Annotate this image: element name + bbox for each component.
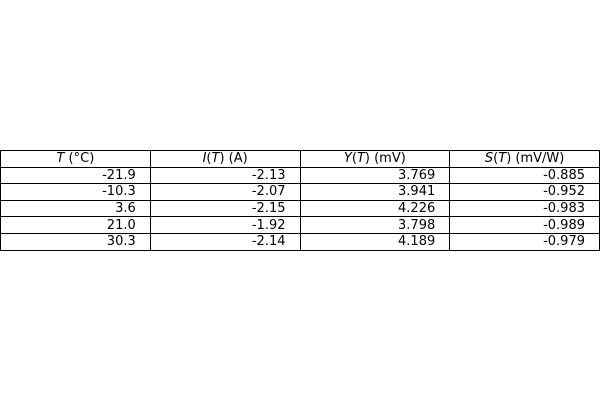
header-row: T (°C) I(T) (A) Y(T) (mV) S(T) (mV/W)	[0, 150, 600, 168]
data-table: T (°C) I(T) (A) Y(T) (mV) S(T) (mV/W) -2…	[0, 150, 600, 251]
table-cell: 30.3	[0, 232, 151, 251]
table-cell: -2.07	[149, 183, 301, 201]
table-cell: -0.979	[449, 232, 600, 251]
header-paren: (	[351, 151, 357, 167]
table-cell: -0.989	[449, 216, 600, 234]
table-cell: 4.189	[299, 232, 451, 251]
table-row: -21.9 -2.13 3.769 -0.885	[0, 166, 600, 185]
table-cell: 21.0	[0, 216, 151, 234]
table-cell: -21.9	[0, 166, 151, 185]
table-cell: -0.885	[449, 166, 600, 185]
header-cell-s: S(T) (mV/W)	[449, 150, 600, 168]
header-cell-y: Y(T) (mV)	[299, 150, 451, 168]
table-cell: -0.983	[449, 199, 600, 218]
table-row: -10.3 -2.07 3.941 -0.952	[0, 183, 600, 201]
table-cell: -2.13	[149, 166, 301, 185]
table-cell: -1.92	[149, 216, 301, 234]
header-unit: ) (mV)	[364, 151, 406, 167]
table-cell: 3.6	[0, 199, 151, 218]
table-cell: -10.3	[0, 183, 151, 201]
header-symbol: Y	[343, 151, 352, 167]
table-cell: 3.941	[299, 183, 451, 201]
table-row: 21.0 -1.92 3.798 -0.989	[0, 216, 600, 234]
table-row: 30.3 -2.14 4.189 -0.979	[0, 232, 600, 251]
table-cell: -2.15	[149, 199, 301, 218]
header-cell-temperature: T (°C)	[0, 150, 151, 168]
table-cell: -0.952	[449, 183, 600, 201]
table-cell: 4.226	[299, 199, 451, 218]
header-unit: ) (A)	[219, 151, 248, 167]
header-argument: T	[211, 151, 220, 167]
header-argument: T	[498, 151, 507, 167]
header-symbol: T	[56, 151, 65, 167]
table-cell: 3.798	[299, 216, 451, 234]
header-symbol: S	[484, 151, 494, 167]
header-cell-current: I(T) (A)	[149, 150, 301, 168]
header-symbol: I	[202, 151, 207, 167]
header-paren: (	[206, 151, 212, 167]
table-header: T (°C) I(T) (A) Y(T) (mV) S(T) (mV/W)	[0, 150, 600, 168]
data-table-container: T (°C) I(T) (A) Y(T) (mV) S(T) (mV/W) -2…	[0, 150, 600, 251]
table-cell: 3.769	[299, 166, 451, 185]
table-cell: -2.14	[149, 232, 301, 251]
header-unit: (°C)	[64, 151, 95, 167]
table-body: -21.9 -2.13 3.769 -0.885 -10.3 -2.07 3.9…	[0, 166, 600, 251]
header-unit: ) (mV/W)	[506, 151, 565, 167]
header-paren: (	[493, 151, 499, 167]
header-argument: T	[356, 151, 365, 167]
table-row: 3.6 -2.15 4.226 -0.983	[0, 199, 600, 218]
